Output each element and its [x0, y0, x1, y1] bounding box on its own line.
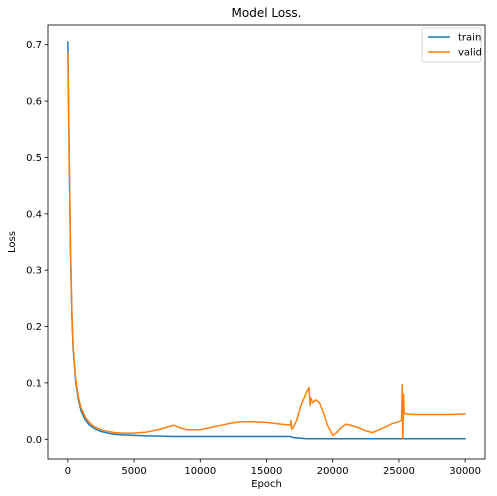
x-axis-ticks: 0 5000 10000 15000 20000 25000 30000 [65, 459, 481, 477]
series-layer [67, 41, 466, 440]
x-axis-label: Epoch [251, 479, 282, 490]
legend-train-label: train [458, 33, 481, 44]
y-tick-label: 0.6 [26, 97, 42, 108]
x-tick-label: 30000 [449, 466, 481, 477]
legend-valid-label: valid [458, 48, 482, 59]
y-tick-label: 0.1 [26, 378, 42, 389]
plot-frame [47, 24, 486, 460]
series-line-valid [67, 52, 466, 440]
y-tick-label: 0.2 [26, 322, 42, 333]
x-tick-label: 10000 [184, 466, 216, 477]
y-tick-label: 0.0 [26, 435, 42, 446]
y-axis-ticks: 0.0 0.1 0.2 0.3 0.4 0.5 0.6 0.7 [26, 40, 48, 446]
x-tick-label: 15000 [251, 466, 283, 477]
y-axis-label: Loss [7, 231, 18, 253]
chart-title: Model Loss. [232, 6, 302, 20]
y-tick-label: 0.7 [26, 40, 42, 51]
x-tick-label: 20000 [317, 466, 349, 477]
legend: train valid [421, 27, 482, 63]
x-tick-label: 25000 [383, 466, 415, 477]
y-tick-label: 0.4 [26, 209, 42, 220]
y-tick-label: 0.3 [26, 266, 42, 277]
x-tick-label: 0 [65, 466, 71, 477]
y-tick-label: 0.5 [26, 153, 42, 164]
x-tick-label: 5000 [121, 466, 146, 477]
